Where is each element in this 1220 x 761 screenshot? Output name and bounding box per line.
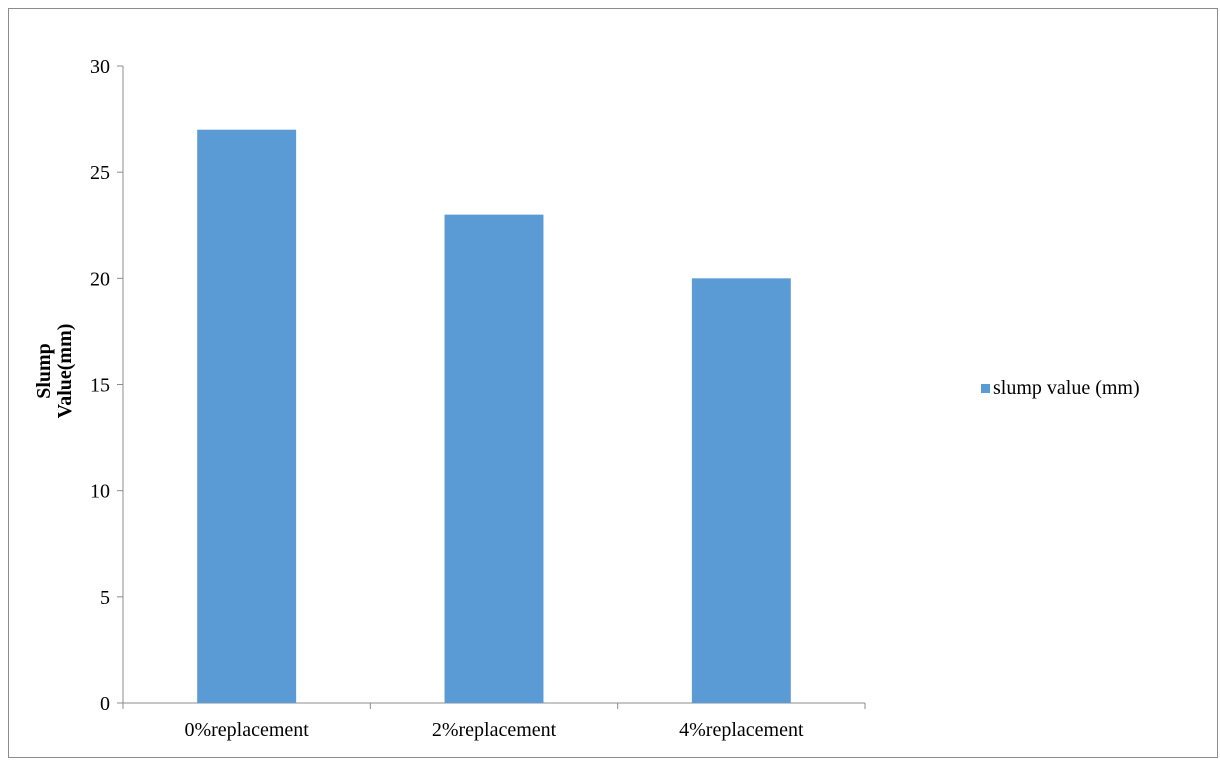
bar (691, 278, 791, 703)
y-tick-label: 25 (90, 162, 110, 184)
y-axis-title-line-1: Slump (33, 343, 55, 399)
x-axis-tick-labels: 0%replacement 2%replacement 4%replacement (184, 719, 803, 741)
bars (197, 129, 791, 703)
legend: slump value (mm) (981, 377, 1140, 399)
legend-label: slump value (mm) (993, 377, 1140, 399)
x-tick-label: 0%replacement (184, 719, 309, 741)
bar (197, 129, 297, 703)
y-axis-title: Slump Value(mm) (33, 324, 76, 419)
bar (444, 214, 544, 703)
y-tick-label: 15 (90, 375, 110, 397)
x-axis-ticks (122, 703, 866, 709)
x-tick-label: 4%replacement (679, 719, 804, 741)
y-tick-label: 5 (100, 587, 110, 609)
y-tick-label: 20 (90, 268, 110, 290)
y-axis-ticks: 0 5 10 15 20 25 30 (90, 56, 123, 715)
y-axis-title-line-2: Value(mm) (54, 324, 76, 419)
y-tick-label: 30 (90, 56, 110, 78)
x-tick-label: 2%replacement (432, 719, 557, 741)
y-tick-label: 0 (100, 693, 110, 715)
y-tick-label: 10 (90, 481, 110, 503)
legend-swatch (981, 384, 990, 393)
